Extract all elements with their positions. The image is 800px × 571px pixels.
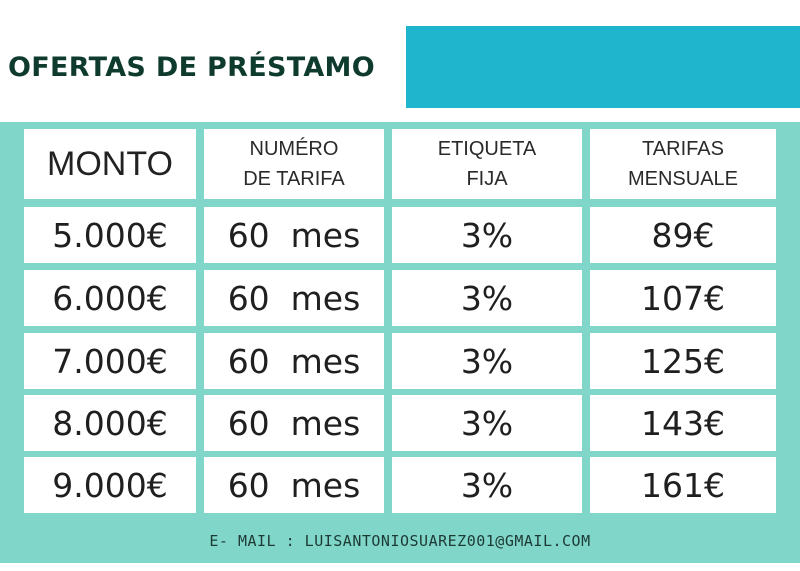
bottom-stripe [0, 563, 800, 571]
table-cell: 8.000€ [24, 395, 196, 451]
table-cell: 3% [392, 270, 582, 326]
page-title: OFERTAS DE PRÉSTAMO [8, 52, 375, 83]
header-cell-etiqueta: ETIQUETA FIJA [392, 129, 582, 199]
header-numero-line1: NUMÉRO [249, 138, 339, 160]
header-cell-tarifas: TARIFAS MENSUALE [590, 129, 776, 199]
table-cell: 125€ [590, 333, 776, 389]
table-cell: 9.000€ [24, 457, 196, 513]
table-cell: 3% [392, 333, 582, 389]
table-cell: 107€ [590, 270, 776, 326]
accent-block [406, 26, 800, 108]
table-cell: 60 mes [204, 395, 384, 451]
header-numero-line2: DE TARIFA [243, 168, 345, 190]
header-monto-label: MONTO [47, 144, 173, 183]
header-etiqueta-line2: FIJA [466, 168, 508, 190]
table-cell: 143€ [590, 395, 776, 451]
top-stripe [0, 0, 800, 10]
table-cell: 6.000€ [24, 270, 196, 326]
table-cell: 60 mes [204, 457, 384, 513]
table-cell: 60 mes [204, 333, 384, 389]
table-cell: 3% [392, 207, 582, 263]
header-cell-monto: MONTO [24, 129, 196, 199]
table-cell: 5.000€ [24, 207, 196, 263]
table-cell: 60 mes [204, 207, 384, 263]
header-tarifas-line2: MENSUALE [627, 168, 739, 190]
header: OFERTAS DE PRÉSTAMO [0, 10, 800, 122]
header-etiqueta-line1: ETIQUETA [437, 138, 537, 160]
table-cell: 161€ [590, 457, 776, 513]
header-tarifas-line1: TARIFAS [642, 138, 724, 160]
table-cell: 3% [392, 457, 582, 513]
footer-email: E- MAIL : LUISANTONIOSUAREZ001@GMAIL.COM [209, 532, 591, 550]
table-cell: 3% [392, 395, 582, 451]
table-cell: 89€ [590, 207, 776, 263]
header-cell-numero: NUMÉRO DE TARIFA [204, 129, 384, 199]
table-cell: 7.000€ [24, 333, 196, 389]
table-cell: 60 mes [204, 270, 384, 326]
